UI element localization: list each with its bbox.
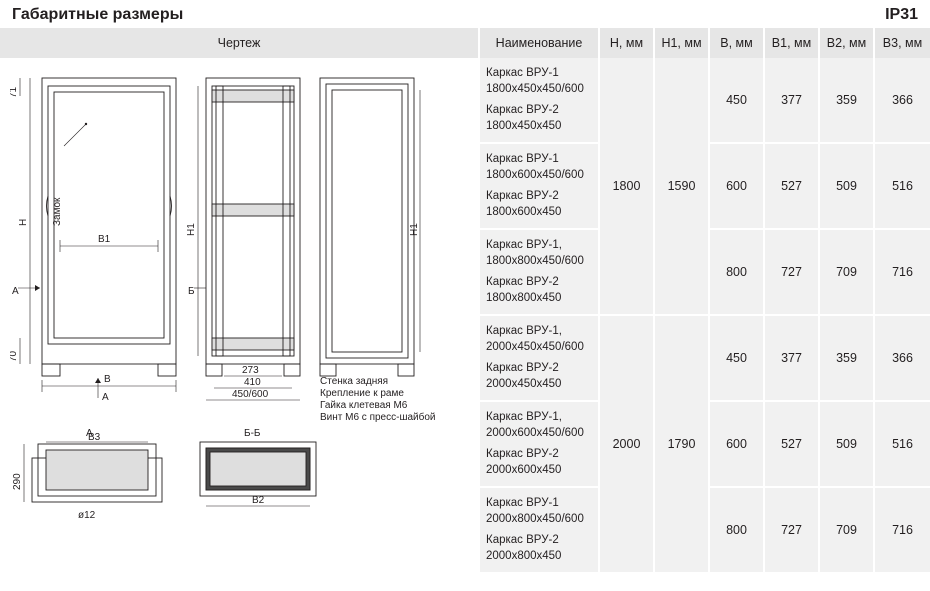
name-cell: Каркас ВРУ-1 1800x450x450/600 Каркас ВРУ… (480, 58, 600, 142)
label-lock: Замок (52, 197, 63, 226)
name-cell: Каркас ВРУ-1 2000x800x450/600 Каркас ВРУ… (480, 486, 600, 572)
cell-b1: 527 (765, 142, 820, 228)
cell-b3: 366 (875, 316, 930, 400)
cell-h: 2000 (600, 316, 655, 572)
name-cell: Каркас ВРУ-1 1800x600x450/600 Каркас ВРУ… (480, 142, 600, 228)
page: Габаритные размеры IP31 Чертеж Наименова… (0, 0, 930, 591)
dim-b2: B2 (252, 495, 265, 506)
arrow-a: А (102, 392, 109, 403)
cell-b3: 716 (875, 228, 930, 314)
cell-b: 600 (710, 400, 765, 486)
cell-b2: 359 (820, 58, 875, 142)
table-group: Каркас ВРУ-1 1800x450x450/600 Каркас ВРУ… (480, 58, 930, 314)
note-nut: Гайка клетевая М6 (320, 400, 408, 411)
name-cell: Каркас ВРУ-1, 2000x600x450/600 Каркас ВР… (480, 400, 600, 486)
cell-b2: 509 (820, 400, 875, 486)
cell-b3: 516 (875, 400, 930, 486)
cell-b3: 716 (875, 486, 930, 572)
cell-b2: 359 (820, 316, 875, 400)
dim-b: B (104, 374, 111, 385)
header-drawing: Чертеж (0, 28, 480, 58)
cell-b1: 377 (765, 316, 820, 400)
dim-450-600: 450/600 (232, 389, 269, 400)
cell-b1: 727 (765, 228, 820, 314)
cell-b: 800 (710, 486, 765, 572)
cell-h1: 1590 (655, 58, 710, 314)
header-h1: H1, мм (655, 28, 710, 58)
section-bb-title: Б-Б (244, 428, 261, 439)
note-screw: Винт М6 с пресс-шайбой (320, 411, 436, 423)
table-group: Каркас ВРУ-1, 2000x450x450/600 Каркас ВР… (480, 314, 930, 572)
dim-h1-a: H1 (186, 223, 197, 236)
dim-70: 70 (10, 350, 19, 362)
cell-b: 600 (710, 142, 765, 228)
section-a-left: A (12, 286, 19, 297)
header-b3: B3, мм (875, 28, 930, 58)
table-header: Чертеж Наименование H, мм H1, мм B, мм B… (0, 28, 930, 58)
cell-h1: 1790 (655, 316, 710, 572)
name-cell: Каркас ВРУ-1, 1800x800x450/600 Каркас ВР… (480, 228, 600, 314)
cell-b1: 377 (765, 58, 820, 142)
cell-b3: 366 (875, 58, 930, 142)
note-mount: Крепление к раме (320, 388, 404, 399)
dim-d12: ø12 (78, 510, 96, 521)
dim-273: 273 (242, 365, 259, 376)
dim-71: 71 (10, 86, 19, 98)
cell-b: 450 (710, 58, 765, 142)
header-b1: B1, мм (765, 28, 820, 58)
body-row: Замок B1 H 71 70 A (0, 58, 930, 581)
dim-290: 290 (12, 473, 23, 490)
header-name: Наименование (480, 28, 600, 58)
dim-h: H (18, 219, 29, 226)
cell-b1: 527 (765, 400, 820, 486)
header-h: H, мм (600, 28, 655, 58)
cell-h: 1800 (600, 58, 655, 314)
cell-b1: 727 (765, 486, 820, 572)
title-row: Габаритные размеры IP31 (0, 0, 930, 28)
ip-rating: IP31 (885, 6, 918, 24)
cell-b2: 509 (820, 142, 875, 228)
dim-410: 410 (244, 377, 261, 388)
dim-b1: B1 (98, 234, 111, 245)
dim-h1-b: H1 (409, 223, 420, 236)
section-b-left: Б (188, 286, 195, 297)
technical-drawing: Замок B1 H 71 70 A (10, 68, 470, 578)
cell-b3: 516 (875, 142, 930, 228)
header-b2: B2, мм (820, 28, 875, 58)
drawing-area: Замок B1 H 71 70 A (0, 58, 480, 581)
name-cell: Каркас ВРУ-1, 2000x450x450/600 Каркас ВР… (480, 316, 600, 400)
cell-b: 800 (710, 228, 765, 314)
cell-b2: 709 (820, 228, 875, 314)
note-backwall: Стенка задняя (320, 376, 388, 387)
dim-b3: B3 (88, 432, 101, 443)
data-table: Каркас ВРУ-1 1800x450x450/600 Каркас ВРУ… (480, 58, 930, 581)
page-title: Габаритные размеры (12, 6, 183, 24)
cell-b: 450 (710, 316, 765, 400)
header-b: B, мм (710, 28, 765, 58)
cell-b2: 709 (820, 486, 875, 572)
